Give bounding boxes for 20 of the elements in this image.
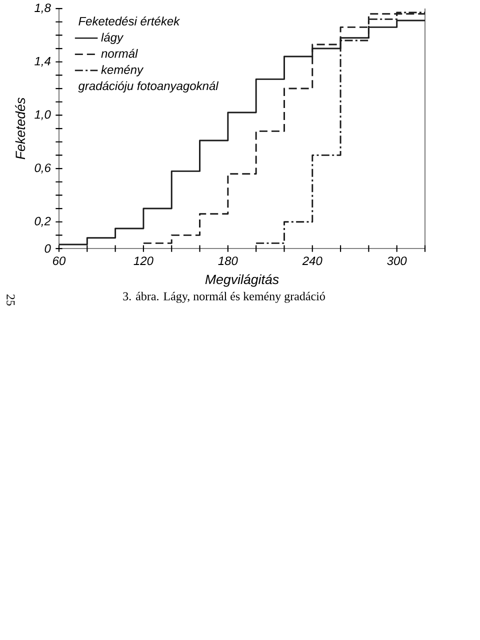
x-tick-label: 60 xyxy=(52,256,66,266)
x-tick-label: 300 xyxy=(387,256,407,266)
y-axis-title: Feketedés xyxy=(15,98,26,160)
x-tick-label: 240 xyxy=(302,256,322,266)
legend-label: kemény xyxy=(101,65,144,76)
legend-label: lágy xyxy=(101,32,124,44)
y-tick-label: 0,2 xyxy=(34,216,51,227)
text: 3. ábra. Lágy, normál és kemény gradáció xyxy=(123,292,325,303)
text: 25 xyxy=(6,294,15,306)
y-tick-label: 0,6 xyxy=(34,164,51,174)
y-tick-label: 0 xyxy=(44,244,51,253)
legend-label: normál xyxy=(101,48,138,58)
y-tick-label: 1,4 xyxy=(34,56,51,67)
x-tick-label: 180 xyxy=(218,256,238,266)
y-tick-label: 1,8 xyxy=(34,4,51,14)
legend-title: Feketedési értékek xyxy=(78,16,180,26)
annotation: gradációju fotoanyagoknál xyxy=(78,81,219,93)
y-tick-label: 1,0 xyxy=(34,110,51,120)
x-axis-title: Megvilágitás xyxy=(205,274,279,287)
x-tick-label: 120 xyxy=(134,256,154,266)
